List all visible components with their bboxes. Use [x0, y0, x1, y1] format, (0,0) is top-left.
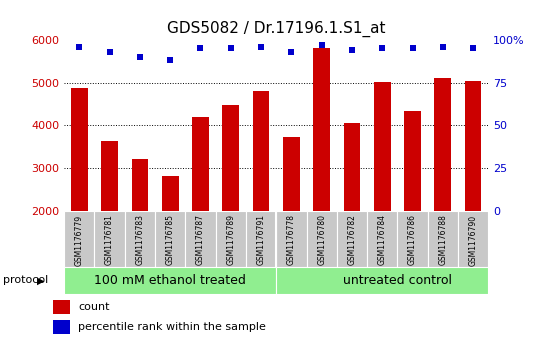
Point: [227, 46, 235, 52]
Text: GSM1176782: GSM1176782: [348, 215, 357, 265]
Text: GSM1176791: GSM1176791: [257, 215, 266, 265]
Bar: [313, 49, 330, 211]
Point: [75, 44, 84, 50]
Text: GSM1176784: GSM1176784: [378, 215, 387, 265]
Text: 100 mM ethanol treated: 100 mM ethanol treated: [94, 274, 246, 287]
FancyBboxPatch shape: [367, 211, 397, 267]
Bar: [162, 176, 179, 211]
Point: [257, 44, 266, 50]
FancyBboxPatch shape: [94, 211, 125, 267]
Point: [348, 47, 357, 53]
Text: GSM1176779: GSM1176779: [75, 215, 84, 266]
Text: GSM1176781: GSM1176781: [105, 215, 114, 265]
Bar: [53, 320, 70, 334]
Text: count: count: [78, 302, 109, 312]
FancyBboxPatch shape: [427, 211, 458, 267]
FancyBboxPatch shape: [185, 211, 215, 267]
FancyBboxPatch shape: [458, 211, 488, 267]
FancyBboxPatch shape: [337, 211, 367, 267]
Point: [439, 44, 448, 50]
Text: GSM1176790: GSM1176790: [469, 215, 478, 266]
Bar: [374, 82, 391, 211]
Text: percentile rank within the sample: percentile rank within the sample: [78, 322, 266, 332]
Bar: [283, 137, 300, 211]
Bar: [53, 300, 70, 314]
Text: GSM1176786: GSM1176786: [408, 215, 417, 265]
Text: GSM1176789: GSM1176789: [227, 215, 235, 265]
Text: ▶: ▶: [37, 276, 45, 285]
Bar: [71, 88, 88, 211]
Point: [317, 42, 326, 48]
FancyBboxPatch shape: [64, 211, 94, 267]
Text: GSM1176787: GSM1176787: [196, 215, 205, 265]
FancyBboxPatch shape: [64, 267, 276, 294]
FancyBboxPatch shape: [397, 211, 427, 267]
Bar: [253, 91, 270, 211]
FancyBboxPatch shape: [246, 211, 276, 267]
Point: [196, 46, 205, 52]
Text: GSM1176785: GSM1176785: [166, 215, 175, 265]
FancyBboxPatch shape: [125, 211, 155, 267]
FancyBboxPatch shape: [306, 211, 337, 267]
Bar: [132, 159, 148, 211]
Title: GDS5082 / Dr.17196.1.S1_at: GDS5082 / Dr.17196.1.S1_at: [167, 21, 386, 37]
Point: [287, 49, 296, 55]
Text: GSM1176783: GSM1176783: [136, 215, 145, 265]
Point: [136, 54, 145, 60]
Point: [166, 57, 175, 63]
Point: [408, 46, 417, 52]
Bar: [192, 117, 209, 211]
Bar: [223, 105, 239, 211]
Text: GSM1176788: GSM1176788: [439, 215, 448, 265]
Bar: [404, 111, 421, 211]
Bar: [101, 141, 118, 211]
Point: [378, 46, 387, 52]
FancyBboxPatch shape: [215, 211, 246, 267]
Point: [469, 46, 478, 52]
Bar: [435, 78, 451, 211]
FancyBboxPatch shape: [155, 211, 185, 267]
Text: untreated control: untreated control: [343, 274, 452, 287]
Point: [105, 49, 114, 55]
Text: GSM1176778: GSM1176778: [287, 215, 296, 265]
Text: GSM1176780: GSM1176780: [317, 215, 326, 265]
FancyBboxPatch shape: [276, 211, 306, 267]
Bar: [465, 81, 482, 211]
FancyBboxPatch shape: [276, 267, 488, 294]
Bar: [344, 123, 360, 211]
Text: protocol: protocol: [3, 276, 48, 285]
